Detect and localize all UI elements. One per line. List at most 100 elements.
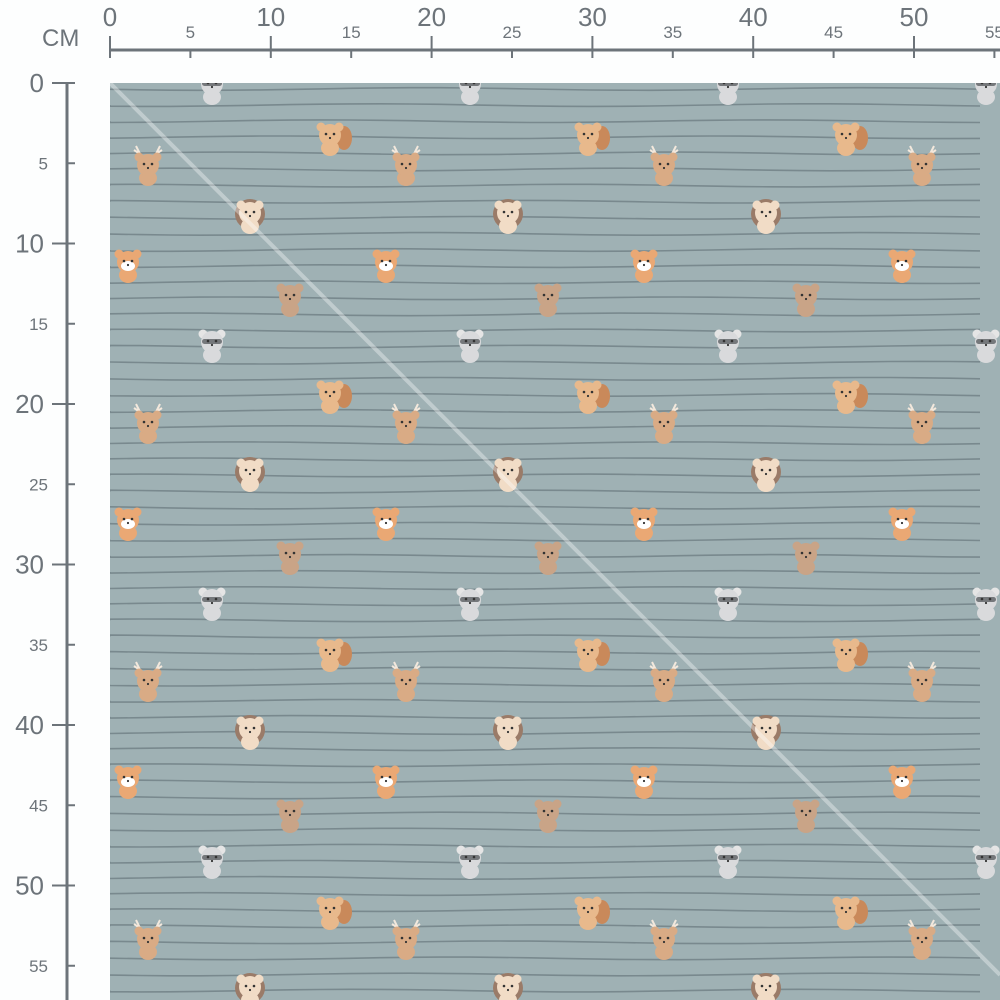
stripe xyxy=(110,988,981,993)
stripe xyxy=(110,473,981,478)
deer-motif xyxy=(649,919,679,960)
deer-motif xyxy=(907,403,937,444)
deer-motif xyxy=(391,145,421,186)
hedgehog-motif xyxy=(235,457,265,492)
left-ruler-label: 5 xyxy=(39,154,48,173)
stripe xyxy=(110,505,981,510)
fox-motif xyxy=(372,765,400,799)
bear-motif xyxy=(792,283,820,317)
stripe xyxy=(110,280,981,285)
fox-motif xyxy=(114,765,142,799)
top-ruler-label: 0 xyxy=(103,2,117,32)
left-ruler: 0 5 10 15 20 25 30 35 40 45 50 55 xyxy=(15,68,75,1000)
hedgehog-motif xyxy=(751,457,781,492)
top-ruler-label: 30 xyxy=(578,2,607,32)
deer-motif xyxy=(907,145,937,186)
raccoon-motif xyxy=(456,587,484,621)
fox-motif xyxy=(888,249,916,283)
stripe xyxy=(110,618,981,623)
raccoon-motif xyxy=(717,83,739,105)
left-ruler-label: 45 xyxy=(29,796,48,815)
left-ruler-label: 40 xyxy=(15,710,44,740)
deer-motif xyxy=(907,919,937,960)
bear-motif xyxy=(792,541,820,575)
top-ruler-label: 10 xyxy=(256,2,285,32)
stripe xyxy=(110,666,981,671)
fox-motif xyxy=(630,765,658,799)
stripe xyxy=(110,730,981,736)
left-ruler-label: 35 xyxy=(29,636,48,655)
deer-motif xyxy=(133,661,163,702)
raccoon-motif xyxy=(201,83,223,105)
stripe xyxy=(110,843,981,848)
top-ruler-label: 25 xyxy=(503,23,522,42)
fabric-preview xyxy=(110,83,1000,1000)
top-ruler-label: 55 xyxy=(985,23,1000,42)
stripe xyxy=(110,167,981,172)
left-ruler-label: 30 xyxy=(15,550,44,580)
raccoon-motif xyxy=(456,845,484,879)
top-ruler: 0 5 10 15 20 25 30 35 40 45 50 55 xyxy=(103,2,1000,58)
squirrel-motif xyxy=(316,896,352,930)
stripe xyxy=(110,585,981,591)
stripe xyxy=(110,875,981,881)
bear-motif xyxy=(276,541,304,575)
raccoon-motif xyxy=(975,83,997,105)
deer-motif xyxy=(391,919,421,960)
fabric-pattern xyxy=(110,83,1000,1000)
fox-motif xyxy=(630,249,658,283)
stripe xyxy=(110,714,981,720)
left-ruler-label: 55 xyxy=(29,957,48,976)
deer-motif xyxy=(649,661,679,702)
left-ruler-label: 25 xyxy=(29,475,48,494)
top-ruler-label: 5 xyxy=(186,23,195,42)
raccoon-motif xyxy=(198,587,226,621)
hedgehog-motif xyxy=(235,715,265,750)
hedgehog-motif xyxy=(235,199,265,234)
left-ruler-label: 20 xyxy=(15,389,44,419)
bear-motif xyxy=(534,283,562,317)
stripe xyxy=(110,199,980,204)
deer-motif xyxy=(133,919,163,960)
deer-motif xyxy=(907,661,937,702)
stripe xyxy=(110,859,980,864)
top-ruler-label: 15 xyxy=(342,23,361,42)
stripe xyxy=(110,86,981,92)
bear-motif xyxy=(534,799,562,833)
fox-motif xyxy=(630,507,658,541)
stripe xyxy=(110,907,981,913)
top-ruler-label: 50 xyxy=(900,2,929,32)
raccoon-motif xyxy=(459,83,481,105)
stripe xyxy=(110,344,980,349)
stripe xyxy=(110,763,981,768)
deer-motif xyxy=(133,145,163,186)
squirrel-motif xyxy=(832,896,868,930)
stripe xyxy=(110,924,981,929)
stripe xyxy=(110,215,981,220)
hedgehog-motif xyxy=(751,715,781,750)
bear-motif xyxy=(792,799,820,833)
stripe xyxy=(110,811,981,816)
stripe xyxy=(110,569,981,575)
stripe xyxy=(110,312,981,317)
stripe xyxy=(110,891,981,897)
stripe xyxy=(110,231,981,237)
deer-motif xyxy=(133,403,163,444)
stripe xyxy=(110,602,981,607)
left-ruler-label: 50 xyxy=(15,871,44,901)
deer-motif xyxy=(391,403,421,444)
stripe xyxy=(110,424,981,430)
stripe xyxy=(110,521,981,526)
raccoon-motif xyxy=(714,845,742,879)
bear-motif xyxy=(276,799,304,833)
stripe xyxy=(110,183,981,188)
stripe xyxy=(110,682,981,687)
top-ruler-label: 45 xyxy=(824,23,843,42)
stripe xyxy=(110,296,981,301)
hedgehog-motif xyxy=(493,199,523,234)
squirrel-motif xyxy=(574,380,610,414)
bear-motif xyxy=(276,283,304,317)
stripe xyxy=(110,779,981,784)
fox-motif xyxy=(114,507,142,541)
deer-motif xyxy=(649,403,679,444)
